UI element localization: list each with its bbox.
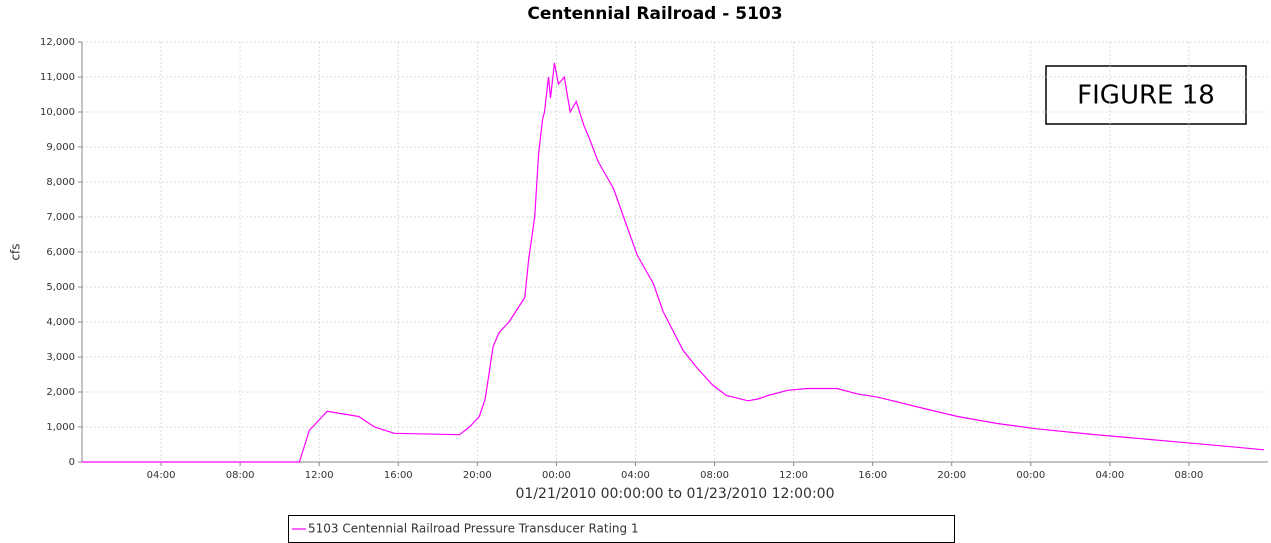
x-tick-label: 12:00 (779, 470, 808, 481)
legend-label: 5103 Centennial Railroad Pressure Transd… (308, 522, 639, 536)
y-tick-label: 5,000 (46, 282, 75, 293)
y-tick-label: 12,000 (40, 37, 75, 48)
y-tick-label: 9,000 (46, 142, 75, 153)
y-tick-label: 11,000 (40, 72, 75, 83)
x-tick-label: 04:00 (1095, 470, 1124, 481)
series-line (82, 62, 1265, 463)
y-tick-label: 1,000 (46, 422, 75, 433)
y-tick-label: 10,000 (40, 107, 75, 118)
x-tick-label: 12:00 (305, 470, 334, 481)
x-tick-label: 08:00 (700, 470, 729, 481)
x-tick-label: 00:00 (542, 470, 571, 481)
x-tick-label: 04:00 (147, 470, 176, 481)
x-tick-label: 16:00 (858, 470, 887, 481)
x-tick-label: 08:00 (1175, 470, 1204, 481)
y-tick-label: 3,000 (46, 352, 75, 363)
y-tick-label: 6,000 (46, 247, 75, 258)
y-tick-label: 2,000 (46, 387, 75, 398)
annotation: FIGURE 18 (1077, 81, 1215, 111)
x-tick-label: 16:00 (384, 470, 413, 481)
annotation-box (1045, 65, 1247, 125)
x-tick-label: 00:00 (1016, 470, 1045, 481)
y-tick-label: 7,000 (46, 212, 75, 223)
x-tick-label: 08:00 (226, 470, 255, 481)
y-axis-label: cfs (9, 243, 23, 260)
x-tick-label: 20:00 (463, 470, 492, 481)
chart-title: Centennial Railroad - 5103 (527, 4, 782, 24)
x-tick-label: 20:00 (937, 470, 966, 481)
y-tick-label: 4,000 (46, 317, 75, 328)
x-axis-label: 01/21/2010 00:00:00 to 01/23/2010 12:00:… (516, 486, 835, 502)
legend-box (288, 515, 955, 543)
y-tick-label: 0 (69, 457, 75, 468)
x-tick-label: 04:00 (621, 470, 650, 481)
y-tick-label: 8,000 (46, 177, 75, 188)
